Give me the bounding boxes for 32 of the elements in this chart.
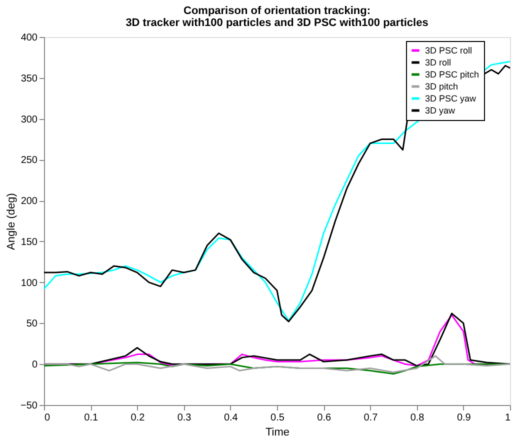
x-tick-label: 0.2 (130, 412, 146, 424)
y-tick-label: −50 (20, 400, 38, 412)
x-tick-label: 0.7 (364, 412, 378, 424)
legend-label: 3D pitch (425, 82, 458, 92)
y-tick-label: 0 (32, 360, 38, 371)
y-axis-title: Angle (deg) (6, 193, 18, 250)
x-tick-label: 0.1 (84, 412, 98, 424)
x-tick-label: 0.5 (270, 412, 285, 424)
y-tick-label: 50 (26, 318, 38, 330)
y-tick-label: 250 (20, 155, 38, 166)
y-tick-label: 300 (20, 114, 38, 126)
y-tick-label: 400 (20, 32, 38, 44)
x-tick-label: 0.9 (456, 412, 472, 424)
legend-label: 3D yaw (425, 106, 456, 116)
legend-label: 3D PSC yaw (425, 94, 477, 104)
x-tick-label: 0 (44, 412, 50, 424)
x-axis-title: Time (265, 426, 290, 438)
line-series (43, 355, 511, 374)
legend-label: 3D roll (425, 58, 452, 68)
y-tick-label: 100 (20, 278, 38, 289)
legend-label: 3D PSC pitch (425, 70, 480, 80)
chart-subtitle: 3D tracker with100 particles and 3D PSC with100 particles (126, 17, 428, 29)
chart-title: Comparison of orientation tracking: (183, 5, 371, 17)
x-tick-label: 0.4 (224, 412, 238, 424)
x-tick-label: 0.3 (177, 412, 192, 424)
x-tick-label: 1 (504, 412, 511, 424)
y-tick-label: 200 (20, 196, 38, 208)
x-tick-label: 0.6 (317, 412, 332, 424)
y-tick-label: 350 (20, 73, 38, 84)
legend-label: 3D PSC roll (425, 46, 472, 56)
y-tick-label: 150 (20, 236, 38, 248)
x-tick-label: 0.8 (410, 412, 425, 424)
